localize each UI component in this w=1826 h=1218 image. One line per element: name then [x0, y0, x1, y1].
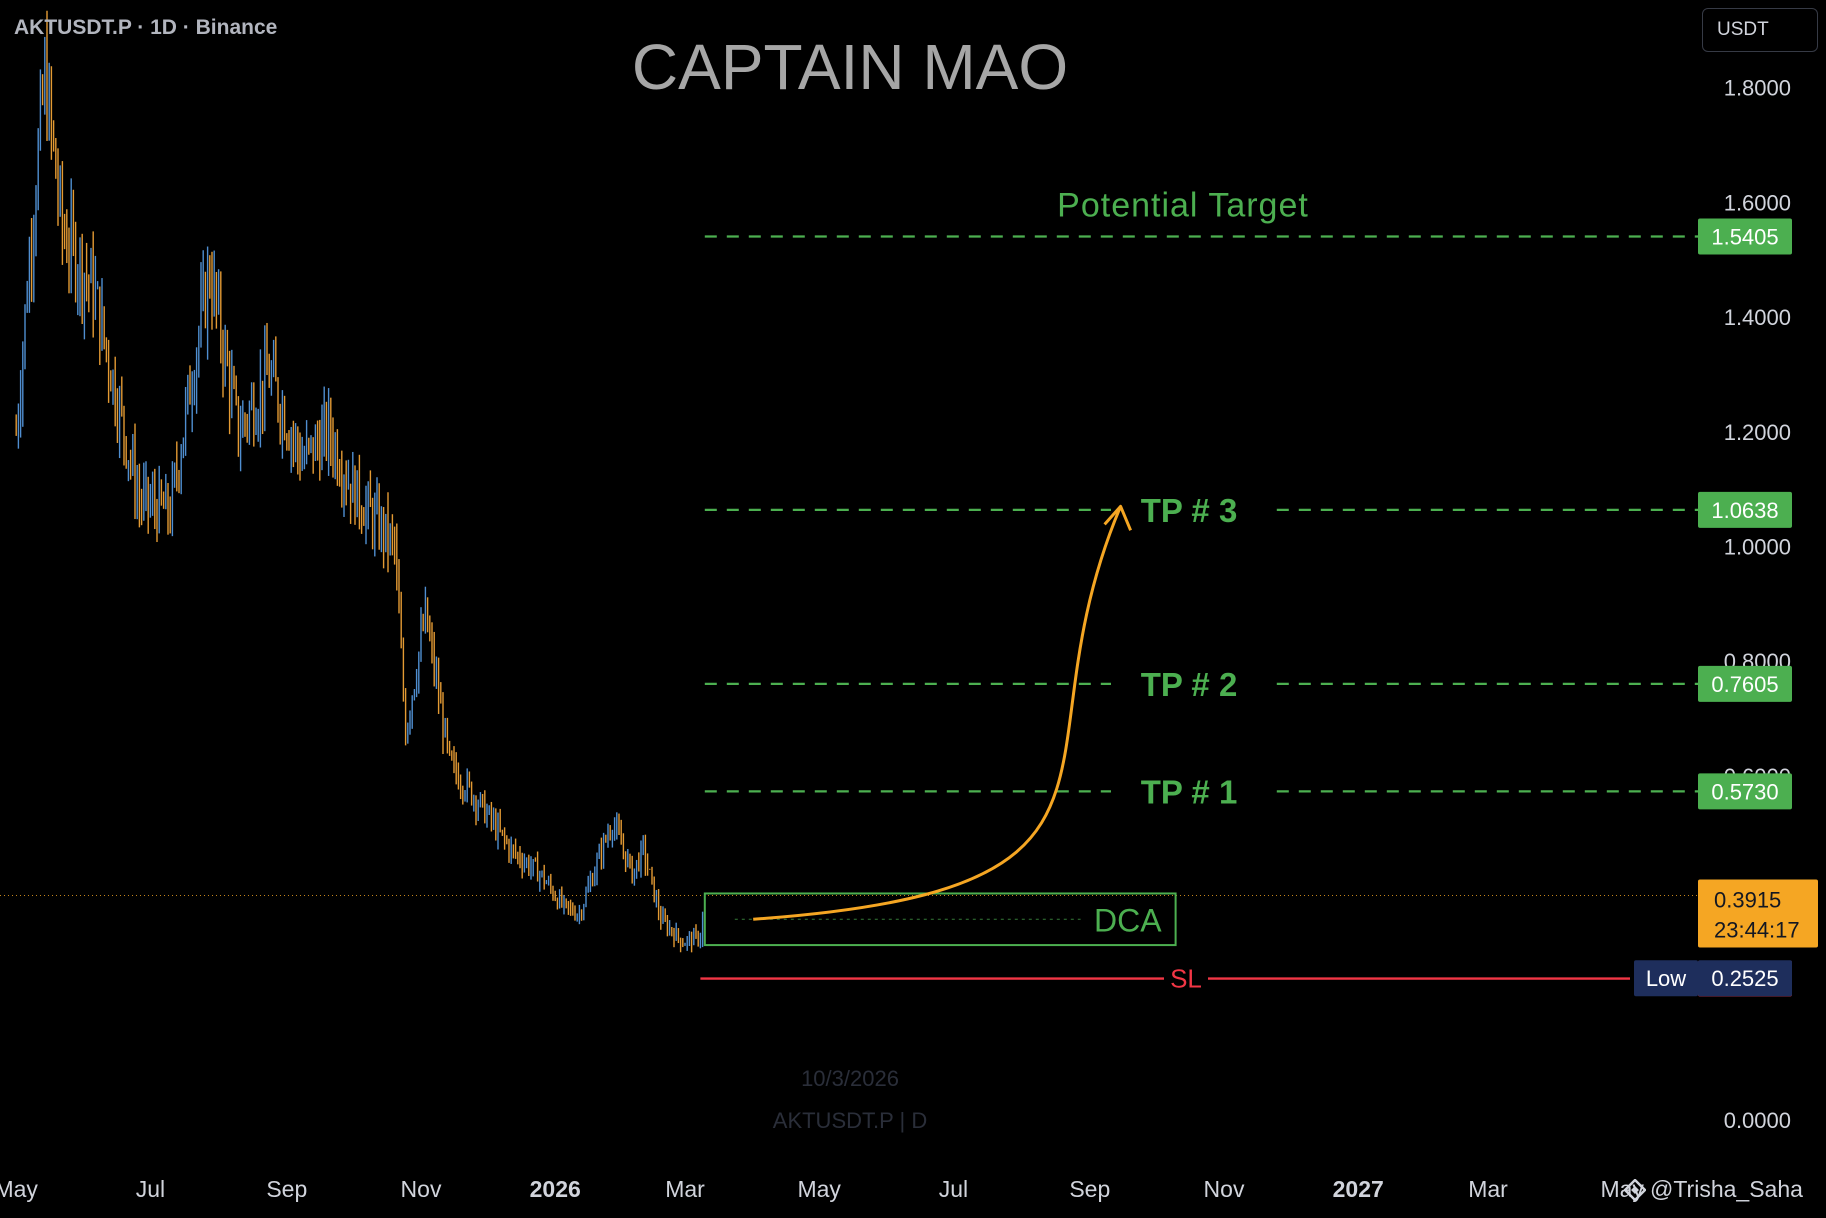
- x-tick-label: Sep: [266, 1176, 307, 1202]
- x-tick-label: Jul: [136, 1176, 165, 1202]
- x-tick-label: May: [797, 1176, 841, 1202]
- price-badge: [1698, 218, 1792, 255]
- x-tick-label: Nov: [1204, 1176, 1245, 1202]
- y-tick-label: 1.8000: [1724, 76, 1791, 101]
- low-badge: [1634, 960, 1698, 997]
- low-marker: Low 0.2525: [1634, 960, 1792, 997]
- level-sl[interactable]: SL0.2467: [700, 960, 1792, 997]
- level-label: Potential Target: [1057, 187, 1309, 225]
- level-label: TP # 2: [1141, 666, 1238, 703]
- level-label: SL: [1170, 964, 1202, 994]
- x-tick-label: Sep: [1069, 1176, 1110, 1202]
- x-tick-label: Jul: [939, 1176, 968, 1202]
- price-badge-label: 0.5730: [1711, 779, 1778, 804]
- symbol-header: AKTUSDT.P · 1D · Binance: [14, 16, 278, 39]
- x-tick-label: Nov: [401, 1176, 442, 1202]
- level-label: TP # 1: [1141, 773, 1238, 810]
- current-price-bg: [1698, 879, 1818, 948]
- author-name: @Trisha_Saha: [1650, 1176, 1803, 1202]
- level-tp-3[interactable]: TP # 3 1.0638: [704, 487, 1792, 532]
- low-badge-label: Low: [1646, 966, 1686, 991]
- y-tick-label: 1.0000: [1724, 535, 1791, 560]
- price-badge-label: 1.0638: [1711, 498, 1778, 523]
- low-value-label: 0.2525: [1711, 966, 1778, 991]
- x-tick-label: Mar: [1468, 1176, 1508, 1202]
- level-label-bg: [1111, 487, 1267, 532]
- price-badge: [1698, 665, 1792, 702]
- y-tick-label: 1.2000: [1724, 420, 1791, 445]
- y-tick-label: 1.6000: [1724, 190, 1791, 215]
- projection-arrow[interactable]: [753, 504, 1132, 921]
- currency-button[interactable]: USDT: [1702, 8, 1818, 52]
- level-label-bg: [1111, 661, 1267, 706]
- bar-countdown: 23:44:17: [1714, 917, 1800, 942]
- arrow-head: [1103, 504, 1132, 531]
- author-handle[interactable]: @Trisha_Saha: [1624, 1176, 1803, 1203]
- level-tp-2[interactable]: TP # 2 0.7605: [704, 661, 1792, 706]
- x-tick-label: May: [0, 1176, 38, 1202]
- price-badge: [1698, 773, 1792, 810]
- level-potential-target[interactable]: Potential Target 1.5405: [704, 187, 1792, 255]
- current-price-badge: 0.3915 23:44:17: [1698, 879, 1818, 948]
- x-tick-label: 2026: [530, 1176, 581, 1202]
- x-axis: May Jul Sep Nov 2026 Mar May Jul Sep Nov 2027 Mar Ma…: [0, 1176, 1644, 1202]
- candles: [15, 10, 704, 953]
- y-tick-label: 0.0000: [1724, 1108, 1791, 1133]
- x-tick-label: 2027: [1333, 1176, 1384, 1202]
- dca-label: DCA: [1094, 902, 1162, 938]
- price-badge-label: 1.5405: [1711, 225, 1778, 250]
- price-badge-label: 0.7605: [1711, 672, 1778, 697]
- tradingview-diamond-icon: [1624, 1179, 1646, 1201]
- y-tick-label: 1.4000: [1724, 305, 1791, 330]
- low-value-badge: [1698, 960, 1792, 997]
- dca-zone[interactable]: [703, 892, 1177, 947]
- level-label: TP # 3: [1141, 492, 1238, 529]
- level-label-bg: [1111, 769, 1267, 814]
- watermark-symbol: AKTUSDT.P | D: [772, 1108, 928, 1133]
- level-label-bg: [1164, 960, 1208, 997]
- arrow-curve: [753, 505, 1122, 921]
- level-tp-1[interactable]: TP # 1 0.5730: [704, 769, 1792, 814]
- watermark-date: 10/3/2026: [801, 1066, 899, 1091]
- current-price-value: 0.3915: [1714, 887, 1781, 912]
- chart-title: CAPTAIN MAO: [631, 31, 1069, 103]
- price-badge: [1698, 491, 1792, 528]
- x-tick-label: Mar: [665, 1176, 705, 1202]
